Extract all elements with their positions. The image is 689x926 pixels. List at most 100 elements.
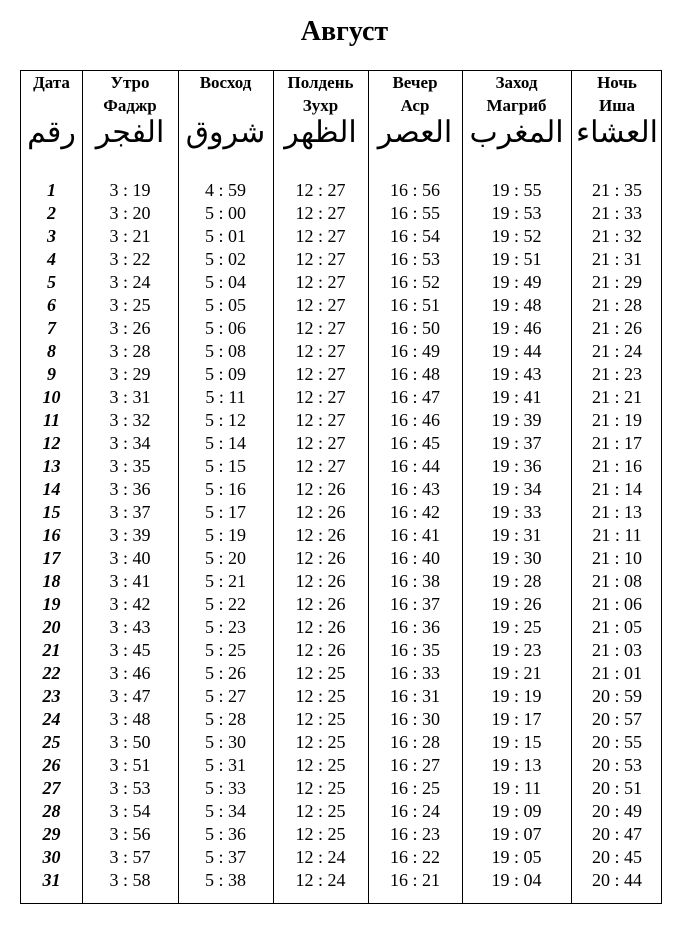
cell-isha: 21 : 28: [591, 295, 642, 315]
cell-sunrise: 5 : 17: [204, 502, 246, 522]
cell-dhuhr: 12 : 27: [295, 249, 346, 269]
cell-fajr: 3 : 48: [109, 709, 151, 729]
cell-sunrise: 5 : 16: [204, 479, 246, 499]
cell-sunrise: 5 : 36: [204, 824, 246, 844]
cell-maghrib: 19 : 34: [491, 479, 542, 499]
cell-fajr: 3 : 39: [109, 525, 151, 545]
cell-isha: 21 : 26: [591, 318, 642, 338]
cell-isha: 21 : 35: [591, 180, 642, 200]
cell-fajr: 3 : 54: [109, 801, 151, 821]
cell-fajr: 3 : 24: [109, 272, 151, 292]
table-row: 26 3 : 51 5 : 31 12 : 25 16 : 27 19 : 13 20 : …: [21, 754, 661, 777]
cell-sunrise: 5 : 26: [204, 663, 246, 683]
cell-sunrise: 5 : 11: [205, 387, 246, 407]
cell-asr: 16 : 55: [389, 203, 440, 223]
cell-dhuhr: 12 : 27: [295, 341, 346, 361]
cell-asr: 16 : 28: [389, 732, 440, 752]
cell-isha: 21 : 10: [591, 548, 642, 568]
table-row: 13 3 : 35 5 : 15 12 : 27 16 : 44 19 : 36 21 : …: [21, 455, 661, 478]
column-divider: [178, 71, 179, 903]
cell-sunrise: 5 : 28: [204, 709, 246, 729]
header-label: Иша: [598, 96, 636, 115]
cell-isha: 21 : 32: [591, 226, 642, 246]
column-divider: [368, 71, 369, 903]
cell-sunrise: 5 : 22: [204, 594, 246, 614]
cell-date: 19: [42, 594, 61, 614]
cell-fajr: 3 : 56: [109, 824, 151, 844]
prayer-times-table: Дата رقم Утро Фаджр الفجر Восход شروق Полдень Зу…: [20, 70, 662, 904]
cell-isha: 20 : 57: [591, 709, 642, 729]
cell-isha: 21 : 06: [591, 594, 642, 614]
cell-date: 31: [42, 870, 61, 890]
cell-dhuhr: 12 : 26: [295, 548, 346, 568]
cell-maghrib: 19 : 37: [491, 433, 542, 453]
cell-maghrib: 19 : 46: [491, 318, 542, 338]
cell-sunrise: 5 : 19: [204, 525, 246, 545]
cell-isha: 21 : 17: [591, 433, 642, 453]
cell-sunrise: 5 : 23: [204, 617, 246, 637]
cell-isha: 21 : 11: [592, 525, 642, 545]
table-row: 19 3 : 42 5 : 22 12 : 26 16 : 37 19 : 26 21 : …: [21, 593, 661, 616]
header-arabic-date: رقم: [27, 116, 76, 149]
table-row: 9 3 : 29 5 : 09 12 : 27 16 : 48 19 : 43 21 : 2…: [21, 363, 661, 386]
cell-maghrib: 19 : 52: [491, 226, 542, 246]
cell-maghrib: 19 : 31: [491, 525, 542, 545]
header-label: Ночь: [597, 73, 637, 92]
cell-asr: 16 : 35: [389, 640, 440, 660]
cell-fajr: 3 : 19: [109, 180, 151, 200]
cell-dhuhr: 12 : 25: [295, 824, 346, 844]
cell-dhuhr: 12 : 27: [295, 410, 346, 430]
cell-dhuhr: 12 : 24: [295, 847, 346, 867]
cell-fajr: 3 : 47: [109, 686, 151, 706]
cell-asr: 16 : 53: [389, 249, 440, 269]
header-arabic-dhuhr: الظهر: [284, 116, 357, 149]
cell-sunrise: 5 : 37: [204, 847, 246, 867]
cell-fajr: 3 : 32: [109, 410, 151, 430]
cell-maghrib: 19 : 30: [491, 548, 542, 568]
cell-isha: 21 : 29: [591, 272, 642, 292]
cell-dhuhr: 12 : 27: [295, 387, 346, 407]
header-label: Аср: [400, 96, 430, 115]
cell-fajr: 3 : 42: [109, 594, 151, 614]
table-row: 11 3 : 32 5 : 12 12 : 27 16 : 46 19 : 39 21 : …: [21, 409, 661, 432]
table-row: 5 3 : 24 5 : 04 12 : 27 16 : 52 19 : 49 21 : 2…: [21, 271, 661, 294]
cell-maghrib: 19 : 09: [491, 801, 542, 821]
cell-isha: 21 : 31: [591, 249, 642, 269]
cell-dhuhr: 12 : 27: [295, 295, 346, 315]
cell-asr: 16 : 25: [389, 778, 440, 798]
cell-asr: 16 : 45: [389, 433, 440, 453]
cell-asr: 16 : 49: [389, 341, 440, 361]
cell-fajr: 3 : 37: [109, 502, 151, 522]
table-row: 1 3 : 19 4 : 59 12 : 27 16 : 56 19 : 55 21 : 3…: [21, 179, 661, 202]
header-label: Заход: [495, 73, 538, 92]
table-row: 15 3 : 37 5 : 17 12 : 26 16 : 42 19 : 33 21 : …: [21, 501, 661, 524]
cell-asr: 16 : 30: [389, 709, 440, 729]
cell-dhuhr: 12 : 25: [295, 663, 346, 683]
cell-dhuhr: 12 : 27: [295, 272, 346, 292]
cell-isha: 20 : 53: [591, 755, 642, 775]
cell-maghrib: 19 : 21: [491, 663, 542, 683]
cell-isha: 20 : 45: [591, 847, 642, 867]
cell-dhuhr: 12 : 27: [295, 180, 346, 200]
cell-asr: 16 : 47: [389, 387, 440, 407]
table-row: 30 3 : 57 5 : 37 12 : 24 16 : 22 19 : 05 20 : …: [21, 846, 661, 869]
cell-isha: 21 : 13: [591, 502, 642, 522]
cell-asr: 16 : 38: [389, 571, 440, 591]
cell-maghrib: 19 : 39: [491, 410, 542, 430]
table-row: 10 3 : 31 5 : 11 12 : 27 16 : 47 19 : 41 21 : …: [21, 386, 661, 409]
cell-date: 28: [42, 801, 61, 821]
cell-maghrib: 19 : 25: [491, 617, 542, 637]
cell-isha: 21 : 03: [591, 640, 642, 660]
cell-date: 2: [47, 203, 56, 223]
cell-fajr: 3 : 34: [109, 433, 151, 453]
cell-isha: 21 : 14: [591, 479, 642, 499]
cell-dhuhr: 12 : 25: [295, 755, 346, 775]
cell-date: 7: [47, 318, 56, 338]
cell-dhuhr: 12 : 26: [295, 479, 346, 499]
table-row: 8 3 : 28 5 : 08 12 : 27 16 : 49 19 : 44 21 : 2…: [21, 340, 661, 363]
cell-fajr: 3 : 58: [109, 870, 151, 890]
cell-sunrise: 5 : 08: [204, 341, 246, 361]
cell-maghrib: 19 : 07: [491, 824, 542, 844]
column-divider: [462, 71, 463, 903]
cell-date: 5: [47, 272, 56, 292]
